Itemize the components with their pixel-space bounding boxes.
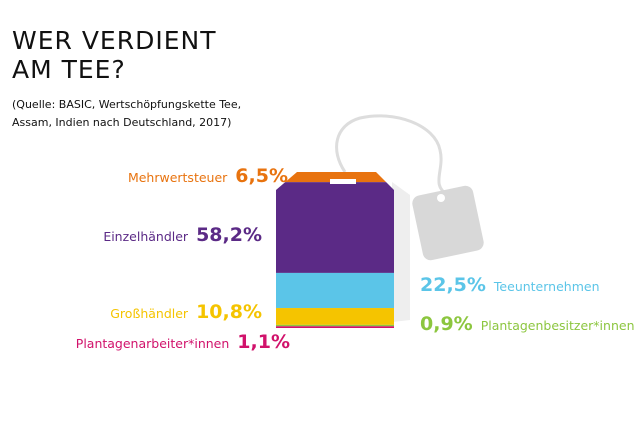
segment-label: Einzelhändler 58,2% [103, 224, 262, 246]
category-name: Plantagenbesitzer*innen [481, 318, 635, 333]
tag [412, 185, 484, 261]
segment-label: Mehrwertsteuer 6,5% [128, 165, 288, 187]
category-name: Einzelhändler [103, 229, 189, 244]
value-label: 58,2% [196, 224, 262, 246]
segment [276, 172, 394, 183]
bag-fold [392, 182, 410, 322]
value-label: 10,8% [196, 301, 262, 323]
category-name: Teeunternehmen [493, 279, 600, 294]
category-name: Mehrwertsteuer [128, 170, 228, 185]
value-label: 1,1% [237, 331, 290, 353]
segment [276, 272, 394, 309]
subtitle: (Quelle: BASIC, Wertschöpfungskette Tee,… [12, 98, 242, 129]
segment [276, 182, 394, 273]
segment [276, 308, 394, 325]
segment [276, 324, 394, 327]
segment-label: 22,5% Teeunternehmen [420, 274, 600, 296]
value-label: 22,5% [420, 274, 486, 296]
segment-label: Plantagenarbeiter*innen 1,1% [76, 331, 290, 353]
category-name: Großhändler [110, 306, 189, 321]
value-label: 0,9% [420, 313, 473, 335]
segment-label: 0,9% Plantagenbesitzer*innen [420, 313, 635, 335]
string [335, 114, 449, 197]
labels: Mehrwertsteuer 6,5% Einzelhändler 58,2% 22,5… [76, 165, 635, 353]
bag [276, 172, 394, 328]
value-label: 6,5% [235, 165, 288, 187]
segment-label: Großhändler 10,8% [110, 301, 262, 323]
bag-slot [330, 179, 356, 184]
segment [276, 326, 394, 328]
tag-hole [437, 194, 445, 202]
category-name: Plantagenarbeiter*innen [76, 336, 230, 351]
title: WER VERDIENT AM TEE? [12, 26, 217, 84]
